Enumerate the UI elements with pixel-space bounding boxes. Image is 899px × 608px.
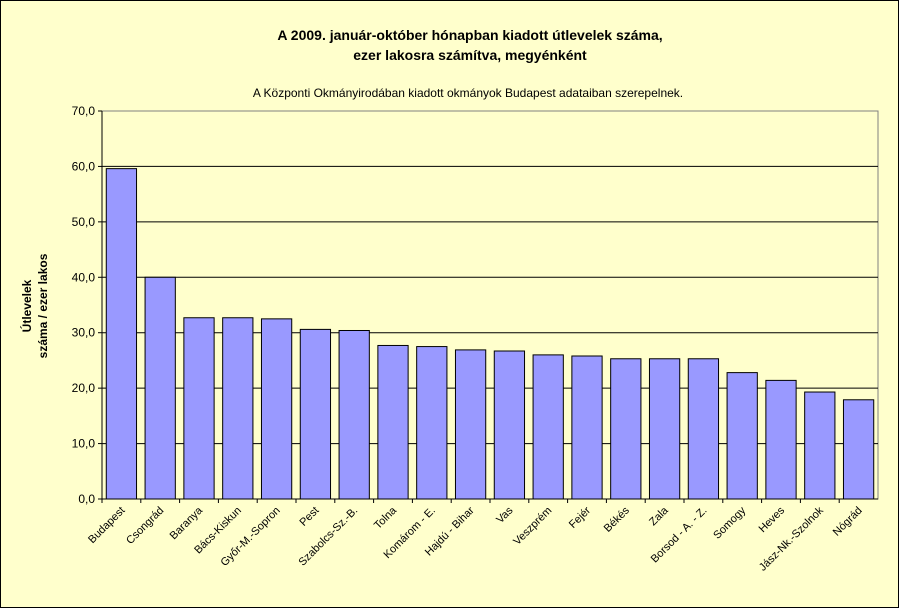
y-tick-label: 10,0 (72, 437, 96, 451)
bar (222, 317, 254, 500)
x-category-label: Fejér (567, 504, 593, 530)
x-category-label: Csongrád (124, 505, 166, 547)
bar (493, 350, 526, 500)
x-category-label: Nógrád (831, 505, 865, 539)
bar (454, 349, 487, 500)
bar (804, 391, 836, 500)
bar (532, 354, 564, 500)
x-category-label: Baranya (168, 504, 206, 542)
x-category-label: Pest (297, 505, 321, 529)
bar (183, 317, 215, 500)
bar (105, 168, 138, 500)
x-category-label: Somogy (711, 504, 748, 541)
bar (377, 344, 409, 500)
bar (610, 358, 642, 500)
x-category-label: Vas (494, 504, 516, 526)
x-category-label: Békés (602, 504, 632, 534)
bar (726, 372, 758, 500)
plot-area (101, 110, 879, 500)
bar (299, 328, 332, 500)
bar (338, 329, 370, 500)
bar (144, 276, 176, 500)
y-tick-label: 70,0 (72, 104, 96, 118)
y-tick-label: 60,0 (72, 159, 96, 173)
chart-title-line-1: A 2009. január-október hónapban kiadott … (277, 27, 662, 43)
chart-subtitle: A Központi Okmányirodában kiadott okmány… (253, 86, 683, 100)
y-axis-label-line-2: száma / ezer lakos (36, 253, 50, 358)
y-axis-label-line-1: Útlevelek (19, 279, 34, 332)
y-tick-label: 40,0 (72, 270, 96, 284)
x-category-label: Veszprém (511, 505, 554, 548)
bar (687, 358, 720, 500)
bar (648, 358, 681, 500)
bars (105, 168, 875, 500)
y-tick-label: 30,0 (72, 326, 96, 340)
x-category-label: Heves (757, 504, 788, 535)
bar (571, 355, 603, 500)
x-category-label: Zala (647, 504, 671, 528)
x-category-label: Budapest (86, 505, 127, 546)
y-axis-ticks: 0,0 10,0 20,0 30,0 40,0 50,0 60,0 70,0 (72, 104, 102, 506)
y-tick-label: 20,0 (72, 381, 96, 395)
y-tick-label: 0,0 (78, 492, 95, 506)
bar (765, 379, 797, 500)
chart-title-line-2: ezer lakosra számítva, megyénként (353, 47, 587, 63)
bar (260, 318, 293, 500)
bar (416, 346, 448, 500)
y-tick-label: 50,0 (72, 215, 96, 229)
x-category-label: Tolna (372, 504, 400, 532)
bar (842, 399, 875, 500)
